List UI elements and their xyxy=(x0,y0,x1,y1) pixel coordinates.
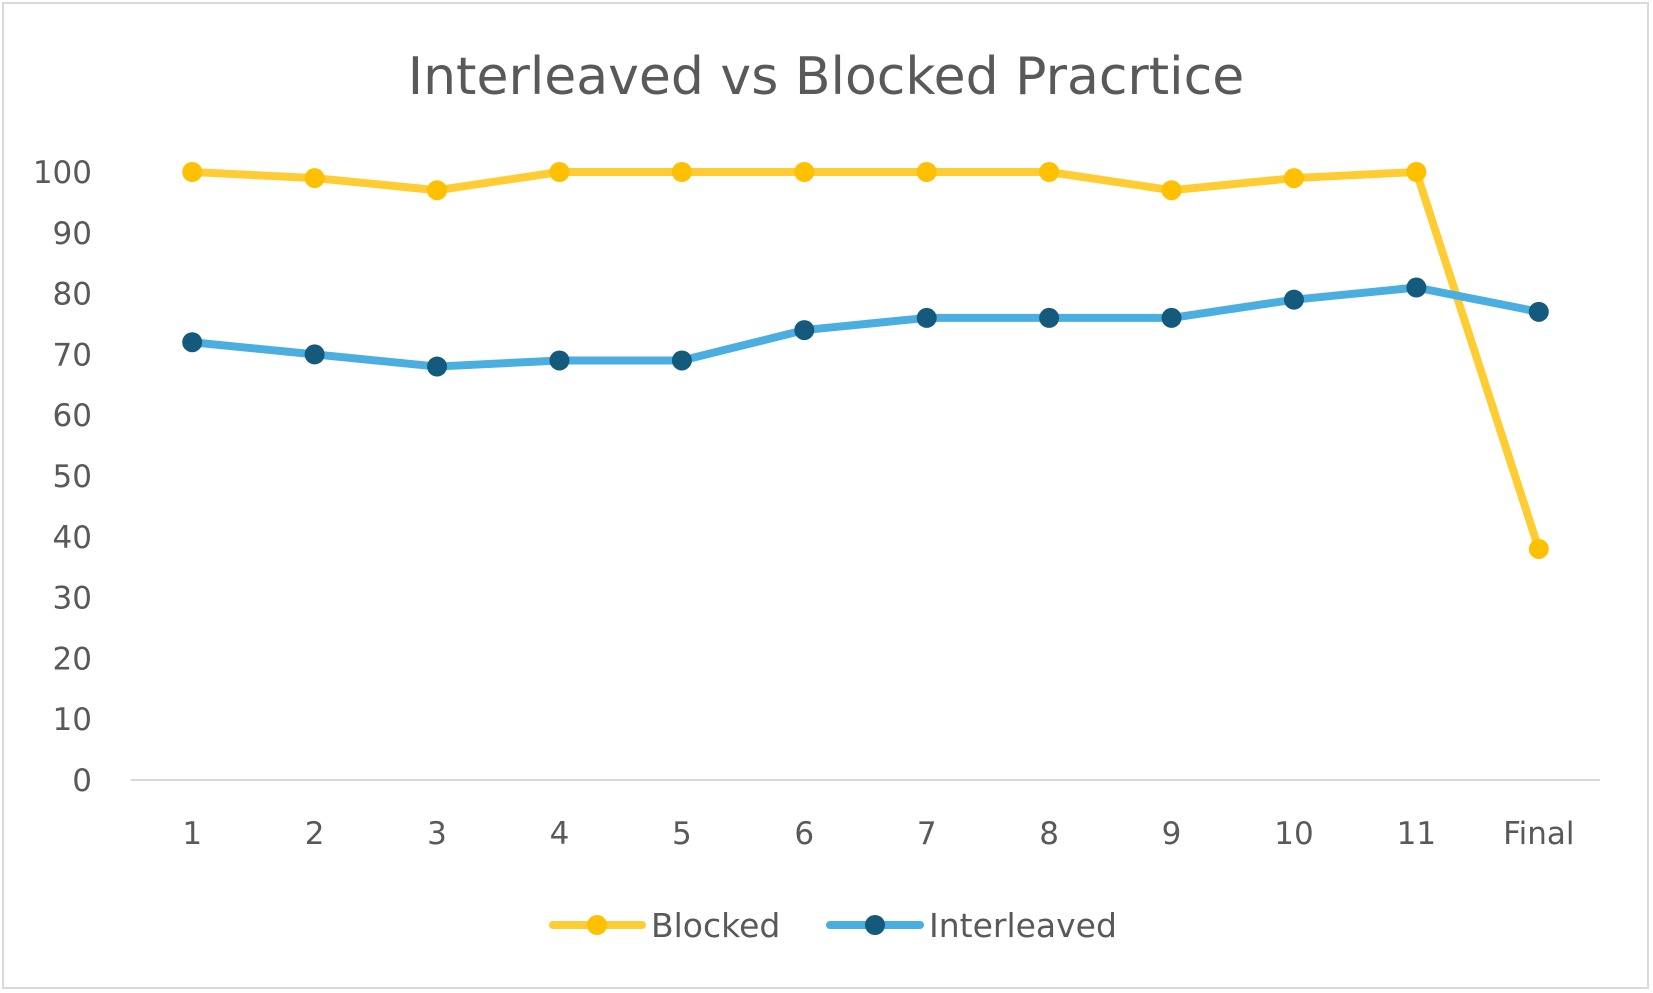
data-point-interleaved xyxy=(794,320,815,341)
y-tick-label: 70 xyxy=(53,337,92,373)
legend-marker-blocked xyxy=(587,915,607,935)
data-point-blocked xyxy=(1161,180,1182,201)
x-tick-label: 7 xyxy=(917,816,937,852)
legend-item-interleaved: Interleaved xyxy=(826,906,1117,945)
data-point-interleaved xyxy=(1528,301,1549,322)
legend: Blocked Interleaved xyxy=(549,906,1117,945)
y-tick-label: 80 xyxy=(53,277,92,313)
y-tick-label: 0 xyxy=(72,763,92,799)
data-point-blocked xyxy=(549,162,570,182)
data-point-blocked xyxy=(1406,162,1427,182)
legend-label-interleaved: Interleaved xyxy=(929,906,1117,945)
data-point-blocked xyxy=(1528,538,1549,559)
data-point-interleaved xyxy=(1039,307,1060,328)
x-tick-label: 10 xyxy=(1274,816,1313,852)
data-point-blocked xyxy=(794,162,815,182)
y-tick-label: 20 xyxy=(53,641,92,677)
data-point-interleaved xyxy=(671,350,692,371)
data-point-interleaved xyxy=(427,356,448,377)
x-axis: 1 2 3 4 5 6 7 8 9 10 11 Final xyxy=(182,816,1574,852)
data-point-blocked xyxy=(916,162,937,182)
x-tick-label: 5 xyxy=(672,816,692,852)
data-point-interleaved xyxy=(1406,277,1427,298)
data-point-interleaved xyxy=(304,344,325,365)
x-tick-label: 8 xyxy=(1039,816,1059,852)
x-tick-label: 11 xyxy=(1397,816,1436,852)
y-tick-label: 40 xyxy=(53,520,92,556)
y-tick-label: 10 xyxy=(53,702,92,738)
data-point-blocked xyxy=(304,168,325,189)
y-tick-label: 50 xyxy=(53,459,92,495)
data-point-blocked xyxy=(1283,168,1304,189)
x-tick-label: 6 xyxy=(794,816,814,852)
y-axis: 0 10 20 30 40 50 60 70 80 90 100 xyxy=(33,155,92,799)
y-tick-label: 100 xyxy=(33,155,92,191)
series-line-blocked xyxy=(188,168,1543,553)
x-tick-label: 1 xyxy=(182,816,202,852)
data-point-interleaved xyxy=(549,350,570,371)
series-layer xyxy=(182,162,1549,559)
x-tick-label: 9 xyxy=(1162,816,1182,852)
data-point-interleaved xyxy=(1283,289,1304,310)
y-tick-label: 90 xyxy=(53,216,92,252)
legend-item-blocked: Blocked xyxy=(549,906,780,945)
series-interleaved xyxy=(182,277,1549,377)
x-tick-label: 3 xyxy=(427,816,447,852)
data-point-interleaved xyxy=(182,332,203,353)
chart-title: Interleaved vs Blocked Pracrtice xyxy=(408,47,1244,107)
y-tick-label: 30 xyxy=(53,581,92,617)
x-tick-label: 2 xyxy=(305,816,325,852)
data-point-interleaved xyxy=(1161,307,1182,328)
x-tick-label: Final xyxy=(1503,816,1574,852)
data-point-blocked xyxy=(671,162,692,182)
data-point-blocked xyxy=(427,180,448,201)
data-point-interleaved xyxy=(916,307,937,328)
data-point-blocked xyxy=(1039,162,1060,182)
x-tick-label: 4 xyxy=(550,816,570,852)
data-point-blocked xyxy=(182,162,203,182)
legend-label-blocked: Blocked xyxy=(651,906,780,945)
series-line-interleaved xyxy=(188,283,1543,371)
y-tick-label: 60 xyxy=(53,398,92,434)
legend-marker-interleaved xyxy=(865,915,885,935)
series-blocked xyxy=(182,162,1549,559)
